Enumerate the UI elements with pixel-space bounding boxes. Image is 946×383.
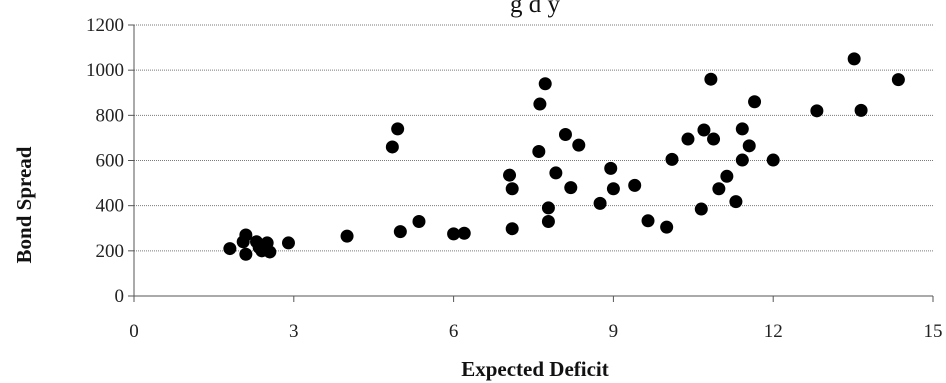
data-point (223, 242, 237, 256)
data-point (729, 195, 743, 209)
data-point (694, 202, 708, 216)
y-tick-label: 1200 (86, 15, 124, 36)
data-point (810, 104, 824, 118)
data-point (239, 247, 253, 261)
data-point (697, 123, 711, 137)
data-point (239, 228, 253, 242)
data-point (412, 214, 426, 228)
tick-labels: 0 200 400 600 800 1000 1200 0 3 6 9 12 15 (86, 15, 943, 342)
data-point (641, 214, 655, 228)
data-point (263, 245, 277, 259)
data-point (720, 169, 734, 183)
data-point (742, 139, 756, 153)
y-tick-label: 0 (115, 286, 125, 307)
data-point (393, 225, 407, 239)
data-point (281, 236, 295, 250)
data-point (681, 132, 695, 146)
x-tick-label: 3 (289, 321, 299, 342)
data-point (707, 132, 721, 146)
data-point (538, 77, 552, 91)
data-point (735, 153, 749, 167)
data-point (564, 181, 578, 195)
data-point (735, 122, 749, 136)
gridlines (134, 24, 933, 252)
data-point (854, 103, 868, 117)
data-point (541, 214, 555, 228)
y-tick-label: 200 (96, 241, 125, 262)
y-axis-title: Bond Spread (12, 146, 36, 263)
data-point (533, 97, 547, 111)
data-point (447, 227, 461, 241)
data-point (457, 226, 471, 240)
data-point (572, 138, 586, 152)
y-tick-label: 1000 (86, 60, 124, 81)
data-point (665, 152, 679, 166)
x-tick-label: 6 (449, 321, 459, 342)
data-point (503, 168, 517, 182)
data-point (532, 144, 546, 158)
y-tick-label: 600 (96, 151, 125, 172)
x-axis-title: Expected Deficit (461, 357, 609, 381)
data-point (660, 220, 674, 234)
chart-title: g d y (510, 0, 561, 18)
data-point (505, 222, 519, 236)
data-points (223, 52, 905, 261)
data-point (604, 161, 618, 175)
data-point (704, 72, 718, 86)
data-point (541, 201, 555, 215)
data-point (593, 196, 607, 210)
y-tick-label: 800 (96, 105, 125, 126)
data-point (505, 182, 519, 196)
x-tick-label: 9 (609, 321, 619, 342)
axes (128, 24, 934, 302)
data-point (628, 178, 642, 192)
data-point (712, 182, 726, 196)
y-tick-label: 400 (96, 196, 125, 217)
x-tick-label: 15 (924, 321, 943, 342)
data-point (385, 140, 399, 154)
data-point (340, 229, 354, 243)
data-point (391, 122, 405, 136)
data-point (891, 73, 905, 87)
data-point (766, 153, 780, 167)
data-point (606, 182, 620, 196)
x-tick-label: 0 (129, 321, 139, 342)
data-point (558, 128, 572, 142)
data-point (748, 95, 762, 109)
data-point (847, 52, 861, 66)
data-point (549, 166, 563, 180)
x-tick-label: 12 (764, 321, 783, 342)
